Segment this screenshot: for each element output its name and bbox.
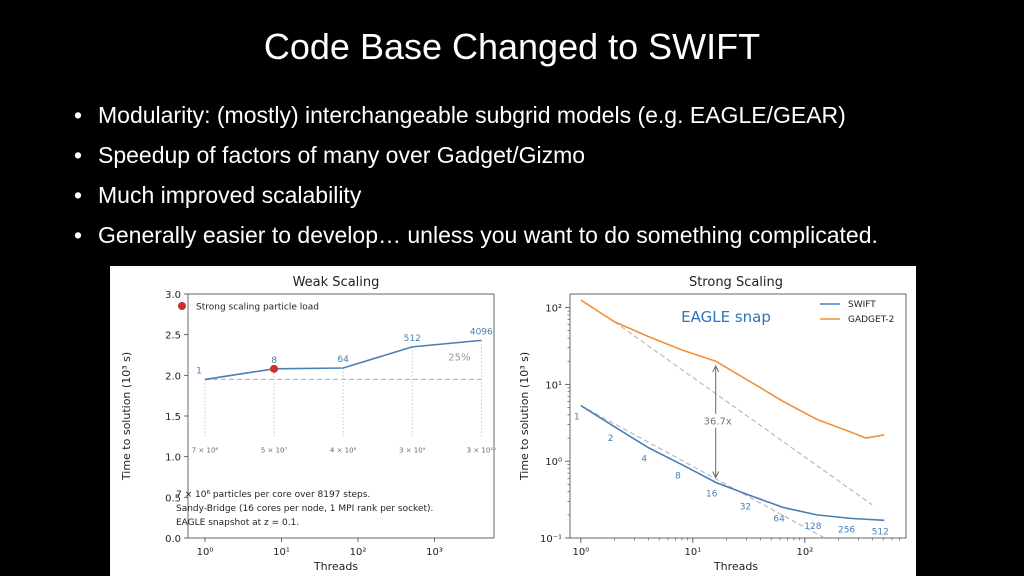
y-tick-label: 10⁰ (545, 457, 562, 468)
bullet-item: • Much improved scalability (74, 182, 362, 208)
notes: 7 × 10⁶ particles per core over 8197 ste… (176, 490, 433, 528)
axes-layer: 0.0 0.5 1.0 1.5 2.0 2.5 3.0 10⁰ 10¹ 10² 10³ (165, 290, 443, 558)
particle-count-label: 3 × 10¹⁰ (467, 446, 496, 454)
chart-title: Strong Scaling (689, 275, 783, 290)
legend: Strong scaling particle load (178, 302, 319, 313)
y-tick-label: 2.0 (165, 371, 181, 382)
point-label: 2 (608, 434, 614, 444)
legend-label-swift: SWIFT (848, 300, 876, 310)
grid-layer: 25% 7 × 10⁶ 5 × 10⁷ 4 × 10⁸ 3 × 10⁹ 3 × 10¹⁰ (192, 340, 496, 454)
x-tick-label: 10⁰ (197, 547, 214, 558)
y-tick-label: 1.0 (165, 453, 181, 464)
speedup-label-bg (699, 413, 732, 428)
marks-layer: 1 2 4 8 16 32 64 128 256 512 36.7x (574, 299, 889, 537)
note-text: Sandy-Bridge (16 cores per node, 1 MPI r… (176, 504, 433, 514)
marks-layer: 1 8 64 512 4096 (196, 327, 493, 381)
point-label: 1 (196, 366, 202, 376)
y-tick-label: 2.5 (165, 331, 181, 342)
x-axis-label: Threads (313, 560, 358, 573)
x-tick-label: 10³ (426, 547, 443, 558)
x-tick-label: 10² (350, 547, 367, 558)
point-label: 64 (337, 355, 349, 365)
x-tick-label: 10¹ (684, 547, 701, 558)
y-axis-label: Time to solution (10³ s) (120, 352, 133, 481)
point-label: 128 (804, 522, 821, 532)
y-tick-label: 0.5 (165, 493, 181, 504)
legend: SWIFT GADGET-2 (820, 300, 894, 325)
speedup-label: 36.7x (704, 417, 732, 428)
bullet-list: • Modularity: (mostly) interchangeable su… (74, 98, 878, 258)
y-tick-label: 10¹ (545, 380, 562, 391)
legend-label-gadget: GADGET-2 (848, 315, 894, 325)
y-tick-label: 10² (545, 304, 562, 315)
y-tick-label: 1.5 (165, 412, 181, 423)
percent-annotation: 25% (448, 353, 470, 364)
plot-frame (569, 293, 907, 539)
eagle-snap-annotation: EAGLE snap (681, 308, 771, 326)
bullet-item: • Generally easier to develop… unless you… (74, 222, 878, 248)
weak-scaling-series (204, 339, 482, 381)
y-tick-label: 0.0 (165, 534, 181, 545)
bullet-text: Modularity: (mostly) interchangeable sub… (98, 102, 846, 128)
point-label: 512 (872, 527, 889, 537)
point-label: 4096 (470, 327, 493, 337)
point-label: 1 (574, 413, 580, 423)
x-tick-label: 10⁰ (572, 547, 589, 558)
grid-layer (580, 321, 873, 539)
y-tick-label: 10⁻¹ (540, 534, 562, 545)
bullet-text: Much improved scalability (98, 182, 362, 208)
point-label: 32 (740, 502, 751, 512)
point-label: 4 (641, 455, 647, 465)
bullet-text: Speedup of factors of many over Gadget/G… (98, 142, 586, 168)
legend-marker (178, 302, 186, 310)
legend-label: Strong scaling particle load (196, 303, 319, 313)
plot-frame (187, 293, 495, 539)
swift-series (580, 404, 885, 522)
note-text: EAGLE snapshot at z = 0.1. (176, 518, 299, 528)
bullet-item: • Speedup of factors of many over Gadget/… (74, 142, 586, 168)
point-label: 16 (706, 489, 718, 499)
y-tick-label: 3.0 (165, 290, 181, 301)
point-label: 64 (773, 514, 785, 524)
point-label: 8 (271, 356, 277, 366)
highlight-point (270, 364, 279, 373)
particle-count-label: 4 × 10⁸ (330, 446, 357, 454)
weak-scaling-chart: Weak Scaling 25% 7 × 10⁶ 5 × 10⁷ 4 × 10⁸ 3 ×… (120, 275, 496, 573)
weak-scaling-panel: Weak Scaling 25% 7 × 10⁶ 5 × 10⁷ 4 × 10⁸ 3 ×… (110, 266, 514, 576)
gadget-series (580, 299, 885, 439)
axes-layer: 10⁻¹ 10⁰ 10¹ 10² 10⁰ 10¹ 10² (540, 304, 900, 558)
chart-title: Weak Scaling (293, 275, 380, 290)
x-axis-label: Threads (713, 560, 758, 573)
ideal-scaling-line (614, 321, 873, 506)
particle-count-label: 5 × 10⁷ (261, 446, 288, 454)
bullet-item: • Modularity: (mostly) interchangeable su… (74, 102, 846, 128)
point-label: 8 (675, 472, 681, 482)
particle-count-label: 7 × 10⁶ (192, 446, 219, 454)
point-label: 256 (838, 525, 855, 535)
y-axis-label: Time to solution (10³ s) (518, 352, 531, 481)
arrow-head-down (712, 471, 720, 479)
note-text: 7 × 10⁶ particles per core over 8197 ste… (176, 490, 370, 500)
particle-count-label: 3 × 10⁹ (399, 446, 426, 454)
point-label: 512 (404, 334, 421, 344)
x-tick-label: 10² (796, 547, 813, 558)
arrow-head-up (712, 364, 720, 373)
slide-title: Code Base Changed to SWIFT (263, 26, 761, 67)
ideal-scaling-line (580, 405, 825, 539)
bullet-text: Generally easier to develop… unless you … (98, 222, 878, 248)
x-tick-label: 10¹ (273, 547, 290, 558)
